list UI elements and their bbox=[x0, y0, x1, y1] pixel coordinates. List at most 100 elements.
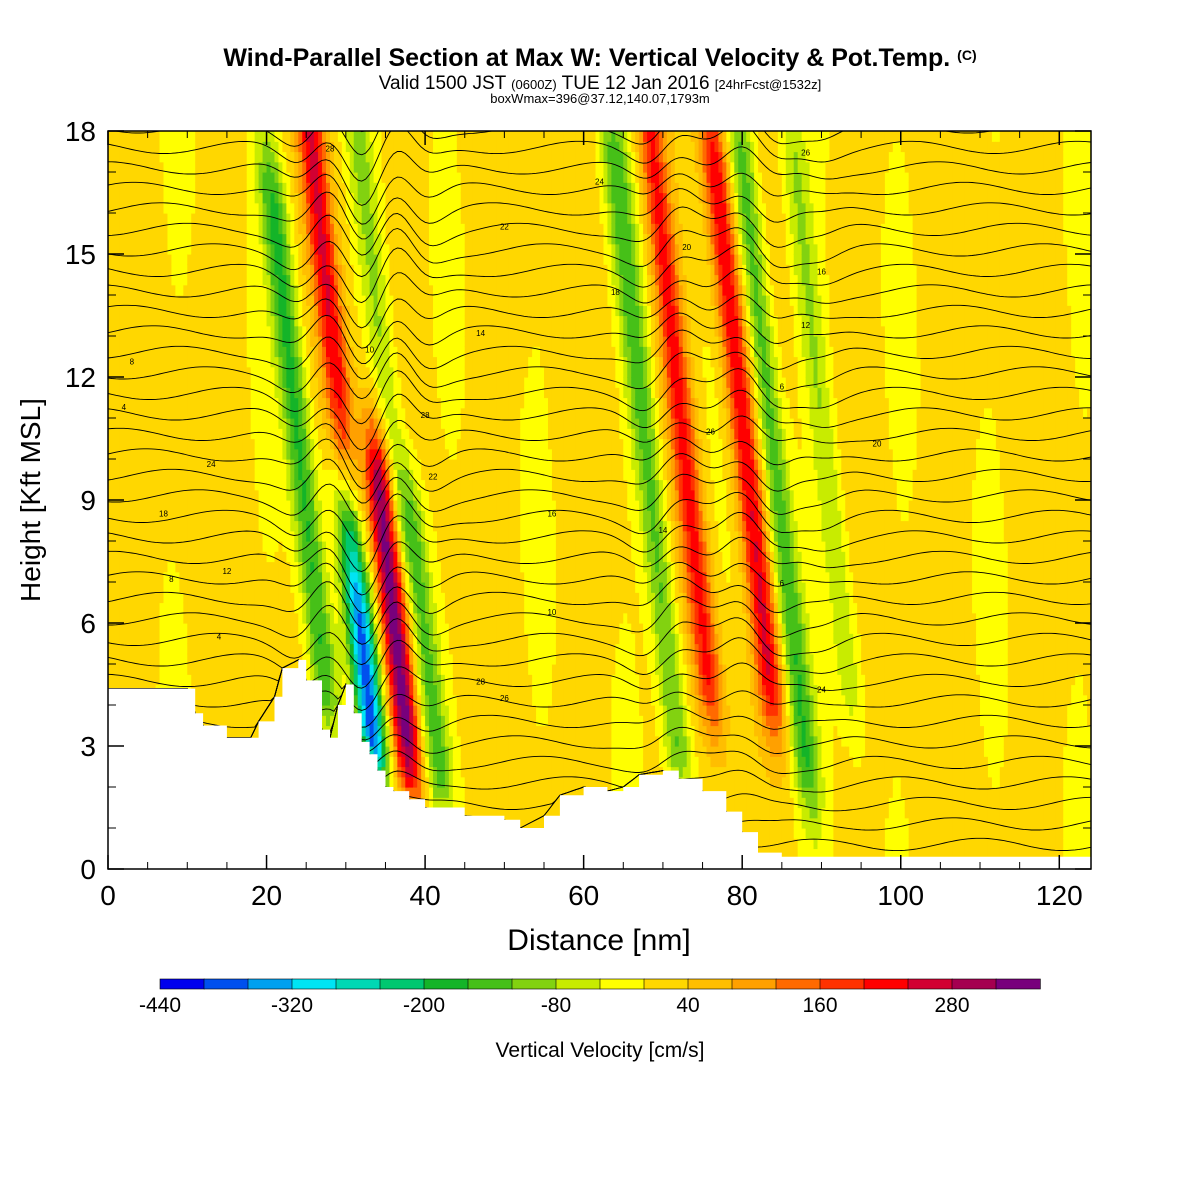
velocity-cell bbox=[298, 254, 303, 265]
velocity-cell bbox=[108, 192, 113, 204]
velocity-cell bbox=[108, 325, 113, 337]
velocity-cell bbox=[191, 459, 196, 470]
velocity-cell bbox=[234, 418, 240, 429]
velocity-cell bbox=[357, 448, 363, 460]
velocity-cell bbox=[246, 172, 252, 183]
velocity-cell bbox=[195, 561, 200, 573]
velocity-cell bbox=[175, 172, 180, 183]
velocity-cell bbox=[147, 448, 153, 460]
velocity-cell bbox=[250, 305, 256, 317]
velocity-cell bbox=[215, 397, 220, 409]
velocity-cell bbox=[123, 541, 129, 552]
velocity-cell bbox=[345, 223, 351, 235]
velocity-cell bbox=[191, 500, 196, 511]
velocity-cell bbox=[246, 397, 252, 409]
velocity-cell bbox=[310, 192, 315, 204]
velocity-cell bbox=[139, 131, 145, 142]
velocity-cell bbox=[183, 428, 188, 440]
velocity-cell bbox=[218, 182, 224, 194]
velocity-cell bbox=[167, 653, 173, 665]
velocity-cell bbox=[318, 428, 323, 440]
velocity-cell bbox=[326, 325, 331, 337]
velocity-cell bbox=[226, 582, 232, 593]
velocity-cell bbox=[230, 633, 236, 645]
velocity-cell bbox=[211, 694, 216, 706]
velocity-cell bbox=[274, 387, 280, 399]
velocity-cell bbox=[377, 356, 383, 368]
velocity-cell bbox=[111, 366, 117, 378]
velocity-cell bbox=[377, 366, 383, 378]
velocity-cell bbox=[147, 438, 153, 450]
velocity-cell bbox=[191, 510, 196, 522]
velocity-cell bbox=[329, 428, 335, 440]
velocity-cell bbox=[302, 510, 307, 522]
velocity-cell bbox=[226, 643, 232, 655]
velocity-cell bbox=[199, 694, 204, 706]
velocity-cell bbox=[329, 418, 335, 429]
velocity-cell bbox=[254, 459, 260, 470]
velocity-cell bbox=[207, 233, 212, 245]
velocity-cell bbox=[139, 233, 145, 245]
velocity-cell bbox=[262, 295, 268, 306]
velocity-cell bbox=[151, 602, 157, 614]
velocity-cell bbox=[203, 264, 208, 276]
velocity-cell bbox=[361, 428, 367, 440]
velocity-cell bbox=[262, 438, 268, 450]
velocity-cell bbox=[314, 336, 319, 347]
velocity-cell bbox=[369, 315, 375, 327]
velocity-cell bbox=[187, 336, 192, 347]
velocity-cell bbox=[373, 325, 379, 337]
velocity-cell bbox=[123, 274, 129, 286]
velocity-cell bbox=[108, 479, 113, 491]
velocity-cell bbox=[318, 131, 323, 142]
velocity-cell bbox=[234, 551, 240, 563]
velocity-cell bbox=[135, 274, 141, 286]
velocity-cell bbox=[111, 141, 117, 153]
velocity-cell bbox=[266, 172, 272, 183]
velocity-cell bbox=[266, 418, 272, 429]
velocity-cell bbox=[333, 643, 339, 655]
velocity-cell bbox=[119, 336, 125, 347]
velocity-cell bbox=[278, 459, 283, 470]
velocity-cell bbox=[135, 541, 141, 552]
velocity-cell bbox=[302, 530, 307, 542]
velocity-cell bbox=[369, 715, 375, 727]
velocity-cell bbox=[131, 397, 137, 409]
velocity-cell bbox=[238, 356, 244, 368]
velocity-cell bbox=[135, 315, 141, 327]
velocity-cell bbox=[242, 561, 248, 573]
velocity-cell bbox=[254, 295, 260, 306]
velocity-cell bbox=[183, 192, 188, 204]
velocity-cell bbox=[294, 131, 299, 142]
velocity-cell bbox=[266, 448, 272, 460]
velocity-cell bbox=[357, 202, 363, 214]
velocity-cell bbox=[326, 407, 331, 419]
velocity-cell bbox=[294, 561, 299, 573]
velocity-cell bbox=[183, 602, 188, 614]
velocity-cell bbox=[179, 479, 184, 491]
velocity-cell bbox=[302, 377, 307, 388]
velocity-cell bbox=[357, 643, 363, 655]
velocity-cell bbox=[318, 500, 323, 511]
velocity-cell bbox=[258, 356, 264, 368]
velocity-cell bbox=[302, 407, 307, 419]
velocity-cell bbox=[207, 202, 212, 214]
velocity-cell bbox=[246, 561, 252, 573]
velocity-cell bbox=[199, 551, 204, 563]
velocity-cell bbox=[369, 377, 375, 388]
velocity-cell bbox=[326, 694, 331, 706]
velocity-cell bbox=[238, 479, 244, 491]
velocity-cell bbox=[119, 623, 125, 634]
velocity-cell bbox=[159, 653, 165, 665]
velocity-cell bbox=[187, 418, 192, 429]
velocity-cell bbox=[310, 418, 315, 429]
velocity-cell bbox=[353, 315, 359, 327]
velocity-cell bbox=[155, 172, 161, 183]
velocity-cell bbox=[278, 151, 283, 163]
velocity-cell bbox=[262, 315, 268, 327]
velocity-cell bbox=[290, 653, 295, 665]
velocity-cell bbox=[151, 213, 157, 224]
velocity-cell bbox=[258, 202, 264, 214]
velocity-cell bbox=[115, 520, 121, 532]
velocity-cell bbox=[218, 213, 224, 224]
